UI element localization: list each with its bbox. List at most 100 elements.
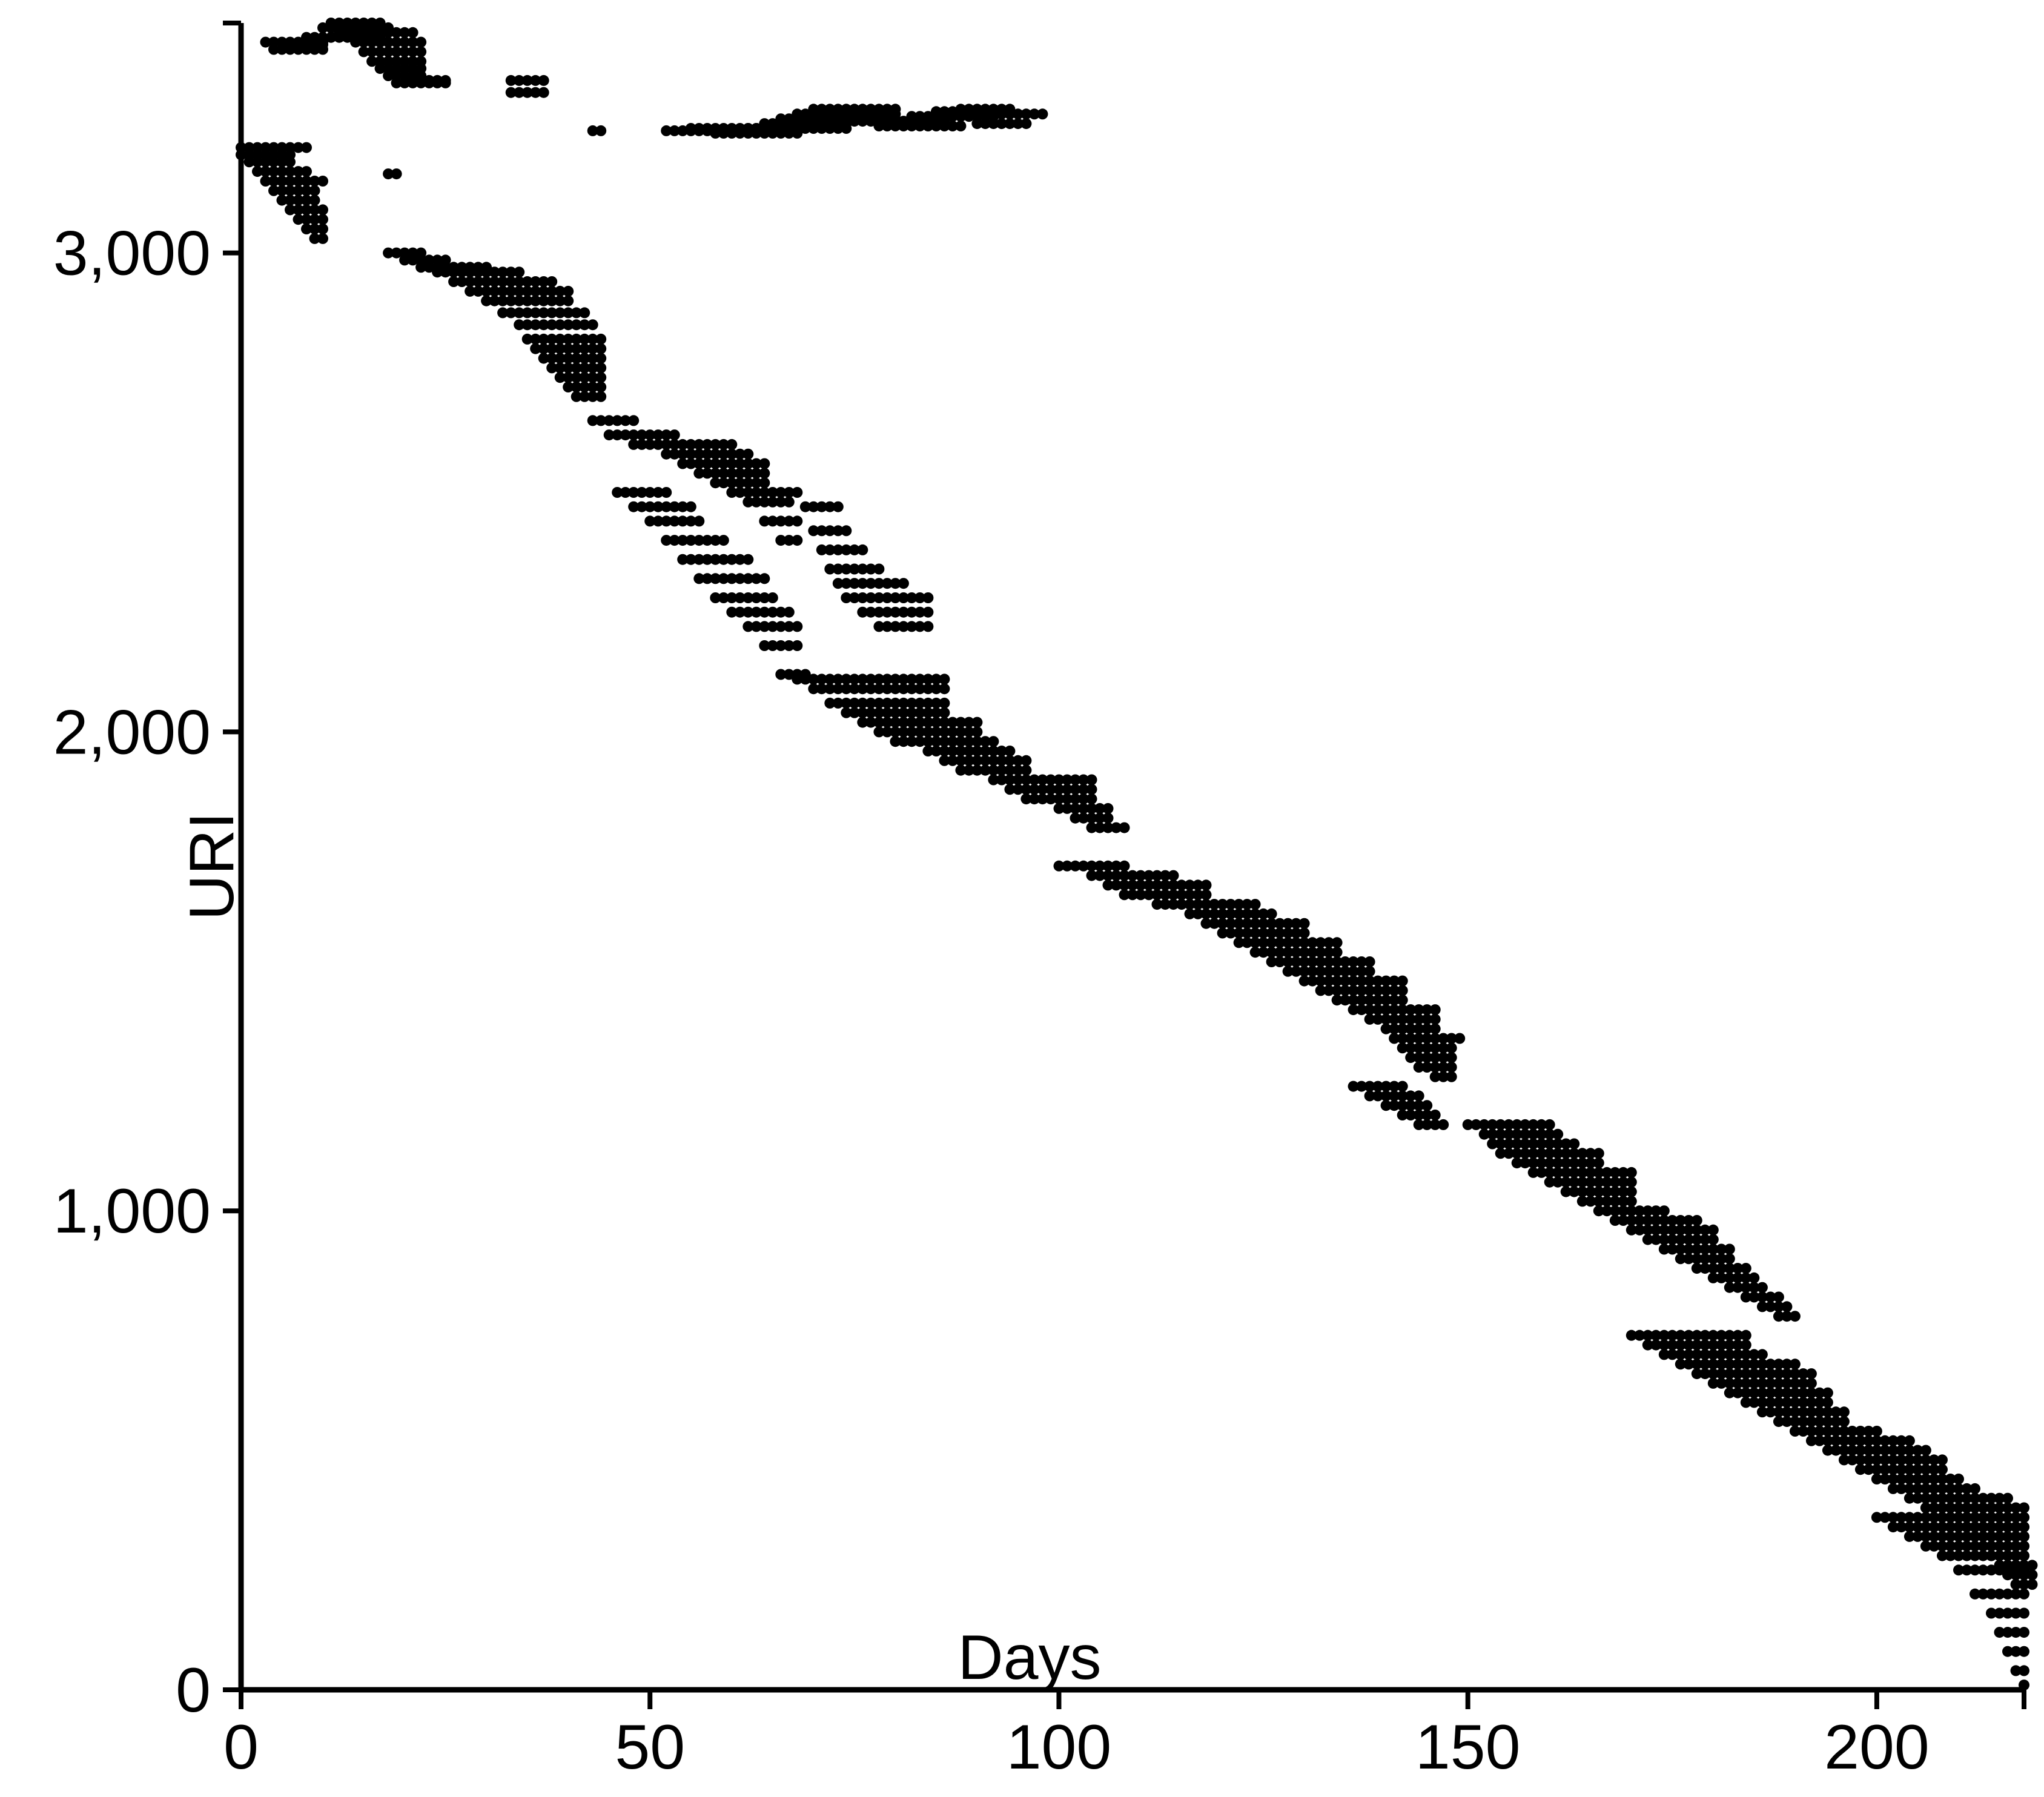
data-point <box>1748 1397 1760 1408</box>
data-point <box>1004 108 1016 120</box>
data-point <box>521 319 533 331</box>
data-point <box>775 515 787 527</box>
data-point <box>1487 1119 1498 1130</box>
data-point <box>1953 1474 1964 1484</box>
data-point <box>1781 1416 1793 1428</box>
data-point <box>1724 1339 1735 1351</box>
data-point <box>865 697 876 709</box>
data-point <box>521 276 533 287</box>
data-point <box>2002 1512 2013 1523</box>
data-point <box>489 266 500 278</box>
data-point <box>1389 994 1400 1006</box>
x-tick-label: 100 <box>1007 1712 1112 1782</box>
data-point <box>1953 1502 1964 1514</box>
data-point <box>906 716 918 728</box>
data-point <box>1413 1033 1424 1044</box>
data-point <box>922 683 934 695</box>
data-point <box>1724 1263 1735 1274</box>
data-point <box>415 262 427 273</box>
data-point <box>841 104 852 115</box>
data-point <box>865 592 876 603</box>
data-point <box>661 515 672 527</box>
data-point <box>1887 1521 1899 1533</box>
data-point <box>1028 108 1040 120</box>
data-point <box>1421 1119 1433 1130</box>
data-point <box>563 295 574 306</box>
data-point <box>1012 764 1024 776</box>
data-point <box>726 592 738 603</box>
data-point <box>661 535 672 546</box>
data-point <box>1691 1215 1702 1226</box>
data-point <box>1143 870 1154 881</box>
data-point <box>857 578 868 589</box>
data-point <box>1748 1291 1760 1303</box>
data-point <box>734 573 746 584</box>
data-point <box>1593 1176 1604 1188</box>
data-point <box>1356 956 1368 967</box>
data-point <box>1814 1416 1825 1428</box>
data-point <box>554 295 566 306</box>
data-point <box>1429 1110 1441 1120</box>
data-point <box>497 295 509 306</box>
data-point <box>701 448 713 460</box>
data-point <box>1111 879 1122 891</box>
data-point <box>1675 1253 1686 1265</box>
data-point <box>383 36 394 48</box>
data-point <box>595 391 607 402</box>
data-point <box>1569 1148 1580 1159</box>
data-point <box>1822 1435 1833 1446</box>
data-point <box>587 352 598 364</box>
data-point <box>1217 899 1228 910</box>
data-point <box>767 592 778 603</box>
data-point <box>988 755 999 766</box>
data-point <box>1560 1167 1572 1178</box>
data-point <box>914 707 925 718</box>
data-point <box>1291 947 1302 958</box>
data-point <box>1789 1368 1801 1380</box>
data-point <box>325 31 337 43</box>
data-point <box>1675 1215 1686 1226</box>
data-point <box>268 176 279 187</box>
data-point <box>750 458 762 469</box>
data-point <box>832 525 844 537</box>
data-point <box>1421 1023 1433 1034</box>
data-point <box>857 683 868 695</box>
data-point <box>1871 1512 1882 1523</box>
data-point <box>718 554 729 565</box>
data-point <box>1356 994 1368 1006</box>
data-point <box>848 707 860 718</box>
x-axis-title: Days <box>958 1623 1102 1693</box>
data-point <box>734 127 746 139</box>
data-point <box>1527 1167 1539 1178</box>
data-point <box>350 18 362 28</box>
data-point <box>759 573 770 584</box>
data-point <box>848 673 860 685</box>
data-point <box>832 501 844 512</box>
data-point <box>685 515 696 527</box>
data-point <box>726 438 738 450</box>
data-point <box>1266 918 1277 929</box>
data-point <box>383 247 394 259</box>
data-point <box>963 736 974 747</box>
data-point <box>1871 1426 1882 1437</box>
data-point <box>922 697 934 709</box>
data-point <box>881 621 893 632</box>
data-point <box>1004 118 1016 130</box>
data-point <box>1961 1550 1973 1561</box>
data-point <box>1896 1512 1907 1523</box>
data-point <box>1887 1483 1899 1494</box>
data-point <box>947 726 958 738</box>
data-point <box>1192 889 1203 901</box>
data-point <box>1560 1176 1572 1188</box>
data-point <box>1372 1081 1384 1092</box>
data-point <box>898 673 909 685</box>
data-point <box>873 104 885 115</box>
data-point <box>930 121 942 131</box>
data-point <box>1413 1052 1424 1064</box>
data-point <box>930 726 942 738</box>
data-point <box>415 36 427 48</box>
data-point <box>1397 1100 1408 1111</box>
data-point <box>1446 1042 1457 1054</box>
data-point <box>783 496 795 508</box>
data-point <box>1364 994 1375 1006</box>
